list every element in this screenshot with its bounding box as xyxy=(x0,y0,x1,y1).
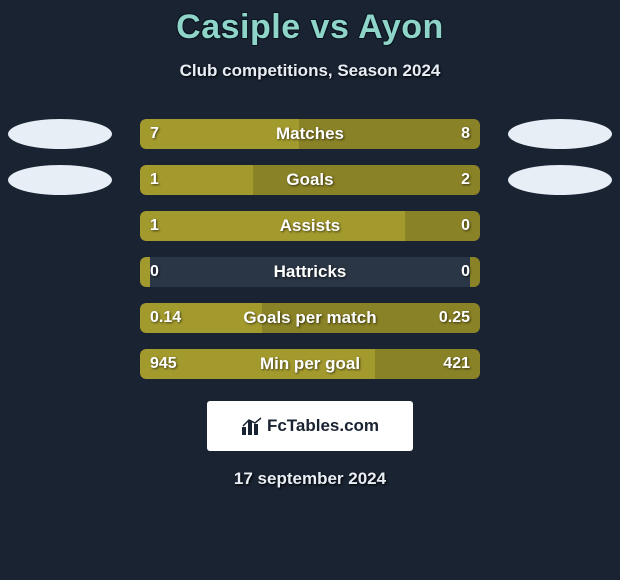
stat-bar-right xyxy=(299,119,480,149)
stat-bar-left xyxy=(140,119,299,149)
stat-bar-left xyxy=(140,257,150,287)
stat-row: 78Matches xyxy=(0,119,620,149)
badge-text: FcTables.com xyxy=(267,416,379,436)
page-title: Casiple vs Ayon xyxy=(0,8,620,47)
stat-rows: 78Matches 12Goals 10Assists 0 0Hattricks 0.14… xyxy=(0,119,620,379)
stat-bar-right xyxy=(405,211,480,241)
stat-row: 0 0Hattricks xyxy=(0,257,620,287)
player-right-ellipse xyxy=(508,119,612,149)
comparison-card: Casiple vs Ayon Club competitions, Seaso… xyxy=(0,0,620,489)
stat-bar-track: 12Goals xyxy=(140,165,480,195)
player-left-ellipse xyxy=(8,165,112,195)
stat-bar-left xyxy=(140,303,262,333)
stat-bar-track: 0 0Hattricks xyxy=(140,257,480,287)
stat-bar-left xyxy=(140,349,375,379)
stat-bar-right xyxy=(470,257,480,287)
stat-value-left: 0 xyxy=(150,257,159,287)
stat-row: 945421Min per goal xyxy=(0,349,620,379)
source-badge[interactable]: FcTables.com xyxy=(207,401,413,451)
stat-bar-track: 10Assists xyxy=(140,211,480,241)
stat-bar-right xyxy=(253,165,480,195)
stat-bar-track: 945421Min per goal xyxy=(140,349,480,379)
stat-bar-track: 78Matches xyxy=(140,119,480,149)
player-left-ellipse xyxy=(8,119,112,149)
subtitle: Club competitions, Season 2024 xyxy=(0,61,620,81)
stat-bar-left xyxy=(140,165,253,195)
stat-value-right: 0 xyxy=(461,257,470,287)
footer-date: 17 september 2024 xyxy=(0,469,620,489)
stat-bar-right xyxy=(262,303,480,333)
stat-bar-left xyxy=(140,211,405,241)
stat-row: 12Goals xyxy=(0,165,620,195)
stat-row: 0.140.25Goals per match xyxy=(0,303,620,333)
stat-bar-track: 0.140.25Goals per match xyxy=(140,303,480,333)
player-right-ellipse xyxy=(508,165,612,195)
stat-bar-right xyxy=(375,349,480,379)
bars-icon xyxy=(241,417,263,435)
stat-row: 10Assists xyxy=(0,211,620,241)
stat-label: Hattricks xyxy=(140,257,480,287)
